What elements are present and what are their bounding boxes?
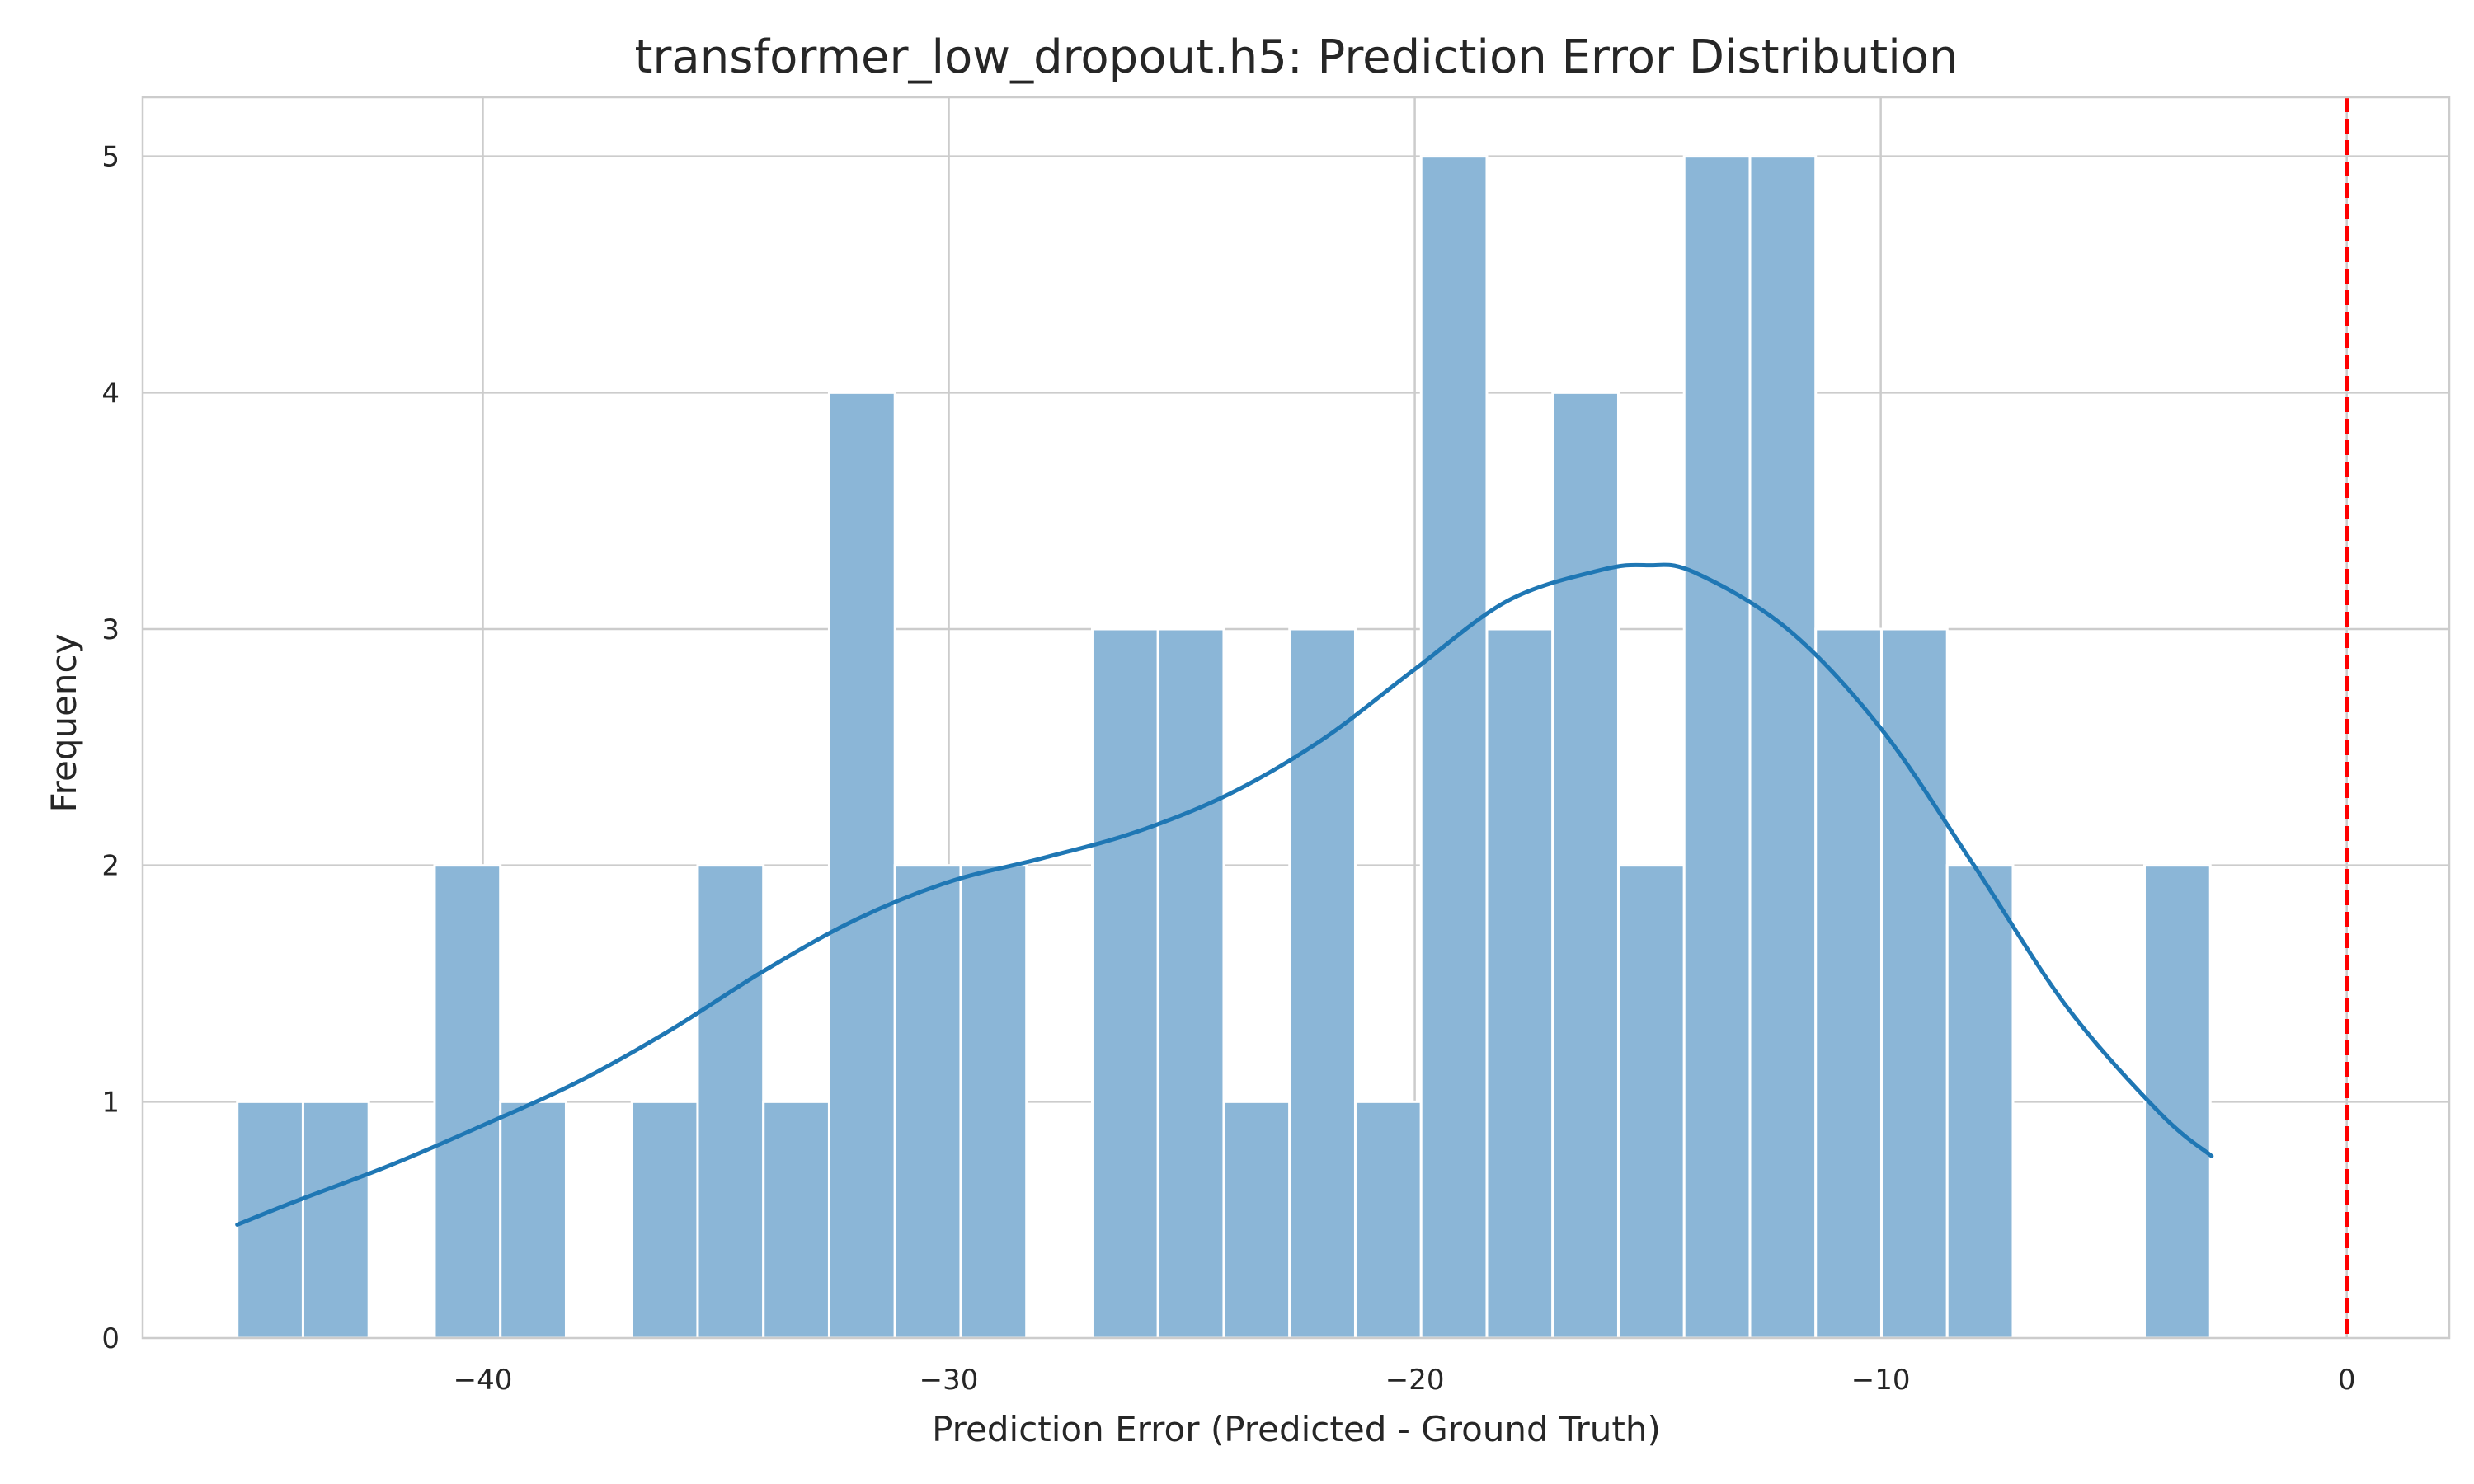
plot-frame (141, 96, 2451, 1340)
histogram-bar (696, 864, 765, 1340)
y-tick-labels: 0 1 2 3 4 5 (101, 141, 120, 1355)
kde-layer (235, 562, 2214, 1227)
histogram-bar (1288, 627, 1357, 1340)
histogram-bar (959, 864, 1028, 1340)
x-tick-label: −30 (920, 1364, 979, 1397)
histogram-bar (1090, 627, 1159, 1340)
y-tick-label: 3 (101, 613, 120, 646)
histogram-bar (630, 1100, 699, 1340)
histogram-bar (1814, 627, 1883, 1340)
histogram-bar (1419, 155, 1489, 1340)
kde-curve (235, 562, 2214, 1227)
histogram-bar (301, 1100, 370, 1340)
histogram-bar (893, 864, 962, 1340)
x-axis-label: Prediction Error (Predicted - Ground Tru… (932, 1409, 1661, 1449)
histogram-bar (1616, 864, 1686, 1340)
x-tick-label: 0 (2338, 1364, 2356, 1397)
x-tick-label: −40 (454, 1364, 513, 1397)
plot-border (141, 96, 2451, 1340)
histogram-bar (1748, 155, 1818, 1340)
x-tick-label: −10 (1851, 1364, 1911, 1397)
histogram-bar (1353, 1100, 1423, 1340)
chart-title: transformer_low_dropout.h5: Prediction E… (634, 31, 1958, 84)
y-tick-label: 2 (101, 850, 120, 883)
histogram-bar (762, 1100, 830, 1340)
histogram-bar (1485, 627, 1554, 1340)
x-tick-labels: −40 −30 −20 −10 0 (454, 1364, 2356, 1397)
histogram-bar (2142, 864, 2212, 1340)
x-tick-label: −20 (1385, 1364, 1445, 1397)
histogram-bar (827, 391, 896, 1340)
y-tick-label: 1 (101, 1086, 120, 1119)
y-axis-label: Frequency (44, 634, 84, 813)
histogram-bar (1682, 155, 1752, 1340)
bars-layer (236, 155, 2212, 1340)
histogram-bar (1945, 864, 2015, 1340)
y-tick-label: 4 (101, 377, 120, 410)
histogram-bar (1156, 627, 1225, 1340)
histogram-bar (1222, 1100, 1291, 1340)
histogram-bar (499, 1100, 567, 1340)
histogram-bar (1551, 391, 1620, 1340)
histogram-bar (433, 864, 502, 1340)
histogram-bar (1879, 627, 1949, 1340)
y-tick-label: 0 (101, 1322, 120, 1355)
y-tick-label: 5 (101, 141, 120, 174)
